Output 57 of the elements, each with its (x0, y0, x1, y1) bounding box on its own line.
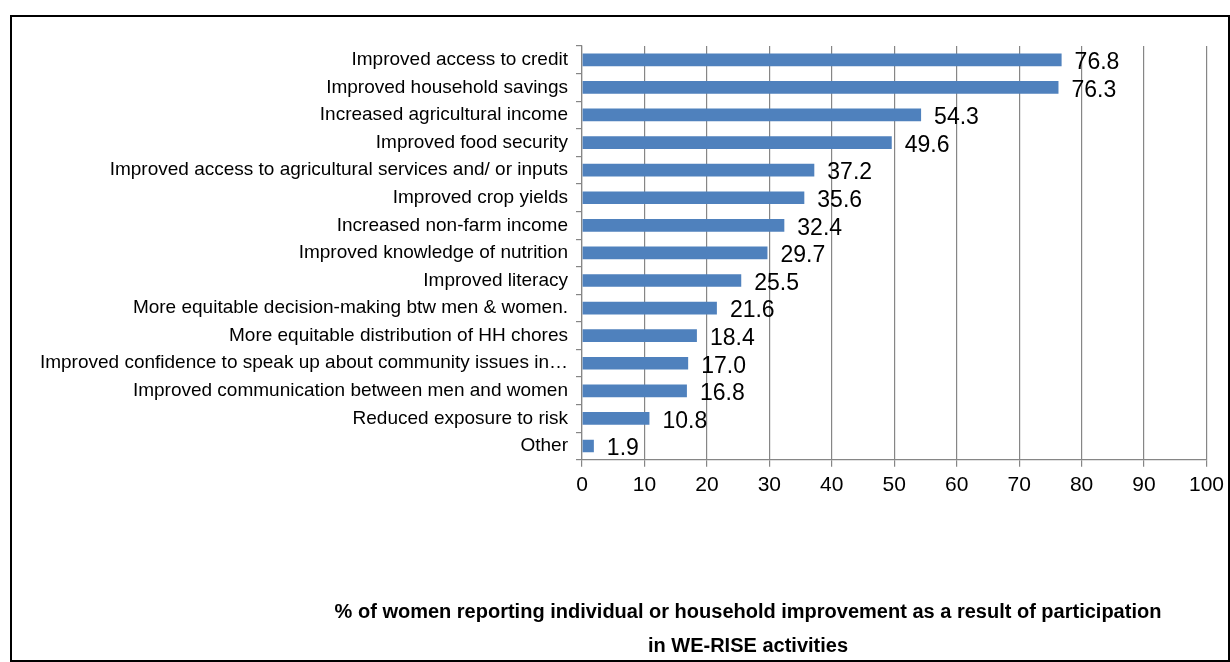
x-tick-label: 60 (945, 472, 969, 496)
data-label: 76.8 (1074, 48, 1120, 75)
y-tick-label: Improved household savings (326, 75, 568, 97)
bar (582, 384, 687, 398)
bar (582, 356, 689, 370)
bar (582, 274, 742, 287)
data-label: 25.5 (754, 268, 800, 295)
y-tick-label: Improved food security (375, 130, 569, 152)
data-label: 37.2 (827, 158, 873, 185)
x-tick-label: 0 (576, 472, 588, 496)
y-tick-label: Improved confidence to speak up about community issues in… (39, 351, 568, 373)
data-label: 1.9 (606, 434, 639, 461)
bar (582, 81, 1059, 94)
x-tick-label: 50 (882, 472, 906, 496)
x-tick-label: 90 (1132, 472, 1156, 496)
y-tick-label: More equitable distribution of HH chores (228, 323, 568, 345)
bar (582, 439, 594, 453)
x-tick-label: 100 (1188, 472, 1224, 496)
bar (582, 191, 805, 205)
data-label: 16.8 (699, 379, 745, 406)
bar (582, 108, 922, 122)
bar (582, 301, 717, 315)
data-label: 54.3 (934, 103, 979, 130)
y-tick-label: Improved access to agricultural services and/ or inputs (109, 158, 568, 180)
data-label: 32.4 (797, 213, 843, 240)
y-tick-label: Increased agricultural income (319, 103, 568, 125)
y-tick-label: Improved literacy (423, 268, 569, 290)
bar (582, 53, 1062, 67)
y-tick-label: More equitable decision-making btw men & women. (132, 296, 568, 318)
bar (582, 412, 650, 425)
bar (582, 136, 892, 149)
data-label: 18.4 (709, 324, 755, 350)
bar (582, 163, 815, 177)
y-tick-label: Reduced exposure to risk (352, 406, 569, 428)
x-tick-label: 10 (632, 472, 657, 496)
data-label: 35.6 (817, 186, 863, 213)
bar (582, 218, 785, 232)
y-tick-label: Improved knowledge of nutrition (298, 241, 568, 263)
x-tick-label: 70 (1007, 472, 1031, 496)
bar (582, 329, 697, 343)
data-label: 29.7 (780, 241, 826, 268)
y-tick-label: Improved crop yields (392, 185, 568, 207)
x-tick-label: 20 (695, 472, 719, 496)
data-label: 49.6 (904, 130, 950, 157)
bar (582, 246, 768, 260)
y-tick-label: Other (520, 434, 569, 456)
x-tick-label: 80 (1069, 472, 1094, 496)
x-tick-label: 40 (820, 472, 844, 496)
data-label: 76.3 (1071, 75, 1117, 102)
text: % of women reporting individual or household improvement as a result of participation in WE-RISE activities (333, 599, 1163, 658)
y-tick-label: Increased non-farm income (336, 213, 568, 235)
y-tick-label: Improved communication between men and women (132, 379, 568, 401)
data-label: 21.6 (729, 296, 775, 323)
y-tick-label: Improved access to credit (351, 48, 569, 70)
x-tick-label: 30 (757, 472, 782, 496)
data-label: 17.0 (701, 351, 746, 378)
data-label: 10.8 (662, 406, 708, 433)
